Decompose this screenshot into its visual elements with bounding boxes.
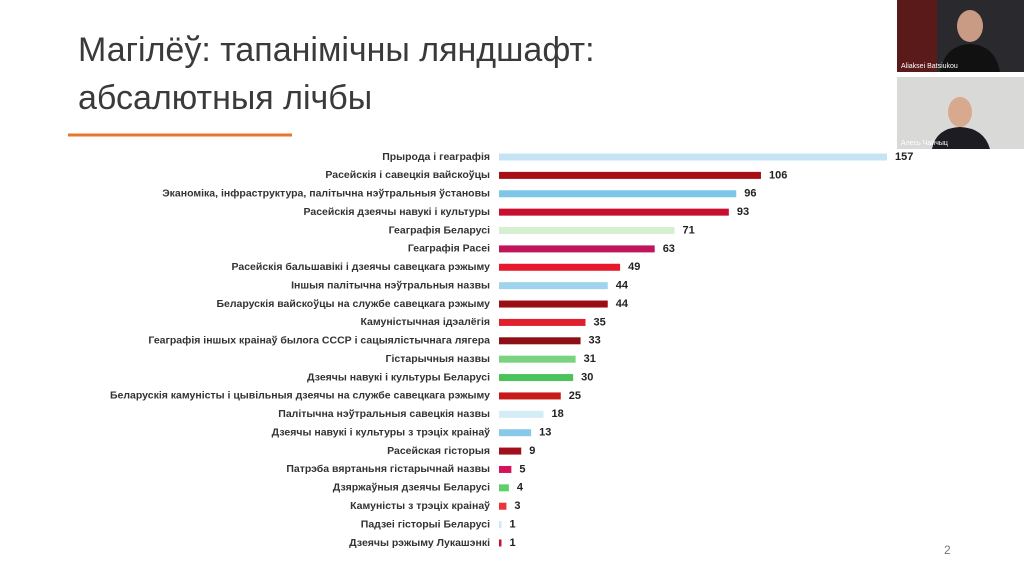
category-label: Беларускія камуністы і цывільныя дзеячы … xyxy=(110,390,490,402)
bar xyxy=(499,484,509,492)
bar xyxy=(499,227,675,235)
category-label: Расейскія дзеячы навукі і культуры xyxy=(304,206,491,218)
value-label: 49 xyxy=(628,261,640,273)
bar xyxy=(499,521,502,529)
category-label: Камуністы з трэціх краінаў xyxy=(350,500,490,512)
participant-name: Aliaksei Batsiukou xyxy=(901,63,958,70)
value-label: 33 xyxy=(589,335,601,347)
webcam: Aliaksei Batsiukou xyxy=(897,0,1024,72)
bar xyxy=(499,171,761,179)
category-label: Геаграфія іншых краінаў былога СССР і са… xyxy=(148,335,490,347)
category-label: Расейскія і савецкія вайскоўцы xyxy=(325,169,490,181)
bar xyxy=(499,410,544,418)
page-number: 2 xyxy=(944,543,951,557)
value-label: 71 xyxy=(682,224,694,236)
category-label: Прырода і геаграфія xyxy=(382,151,490,163)
category-label: Палітычна нэўтральныя савецкія назвы xyxy=(278,408,490,420)
value-label: 106 xyxy=(769,169,787,181)
value-label: 44 xyxy=(616,280,629,292)
value-label: 93 xyxy=(737,206,749,218)
bar xyxy=(499,447,522,455)
bar xyxy=(499,282,608,290)
category-label: Беларускія вайскоўцы на службе савецкага… xyxy=(216,298,490,310)
bar xyxy=(499,465,512,473)
bar xyxy=(499,153,887,161)
bar xyxy=(499,539,502,547)
value-label: 25 xyxy=(569,390,581,402)
value-label: 157 xyxy=(895,151,913,163)
value-label: 18 xyxy=(551,408,563,420)
category-label: Дзеячы навукі і культуры з трэціх краіна… xyxy=(272,426,491,438)
bar xyxy=(499,374,574,382)
bar xyxy=(499,429,532,437)
bar xyxy=(499,502,507,510)
category-label: Падзеі гісторыі Беларусі xyxy=(361,518,490,530)
webcam: Алесь Чайчыц xyxy=(897,77,1024,149)
value-label: 9 xyxy=(529,445,535,457)
face xyxy=(948,97,972,127)
category-label: Расейскія бальшавікі і дзеячы савецкага … xyxy=(231,261,490,273)
bar xyxy=(499,318,586,326)
value-label: 1 xyxy=(509,519,515,531)
category-label: Геаграфія Беларусі xyxy=(389,224,490,236)
category-label: Дзеячы рэжыму Лукашэнкі xyxy=(349,537,490,549)
category-label: Расейская гісторыя xyxy=(387,445,490,457)
slide-title: Магілёў: тапанімічны ляндшафт: xyxy=(78,31,595,69)
category-label: Патрэба вяртаньня гістарычнай назвы xyxy=(286,463,490,475)
value-label: 3 xyxy=(514,500,520,512)
category-label: Эканоміка, інфраструктура, палітычна нэў… xyxy=(162,188,490,200)
value-label: 63 xyxy=(663,243,675,255)
participant-name: Алесь Чайчыц xyxy=(901,139,948,147)
category-label: Дзяржаўныя дзеячы Беларусі xyxy=(333,482,490,494)
bar xyxy=(499,337,581,345)
bar xyxy=(499,300,608,308)
bar xyxy=(499,263,621,271)
value-label: 44 xyxy=(616,298,629,310)
value-label: 4 xyxy=(517,482,524,494)
category-label: Камуністычная ідэалёгія xyxy=(360,316,490,328)
category-label: Дзеячы навукі і культуры Беларусі xyxy=(307,371,490,383)
bar xyxy=(499,355,576,363)
bar xyxy=(499,245,655,253)
value-label: 30 xyxy=(581,371,593,383)
category-label: Геаграфія Расеі xyxy=(408,243,490,255)
value-label: 31 xyxy=(584,353,596,365)
value-label: 1 xyxy=(509,537,515,549)
slide-title: абсалютныя лічбы xyxy=(78,79,372,117)
video-background xyxy=(897,0,937,72)
bar xyxy=(499,190,737,198)
bar xyxy=(499,392,561,400)
value-label: 35 xyxy=(593,316,605,328)
category-label: Гістарычныя назвы xyxy=(386,353,491,365)
value-label: 13 xyxy=(539,427,551,439)
category-label: Іншыя палітычна нэўтральныя назвы xyxy=(291,279,490,291)
value-label: 96 xyxy=(744,188,756,200)
face xyxy=(957,10,983,42)
body xyxy=(940,44,1000,72)
body xyxy=(932,127,990,149)
value-label: 5 xyxy=(519,463,525,475)
bar xyxy=(499,208,729,216)
